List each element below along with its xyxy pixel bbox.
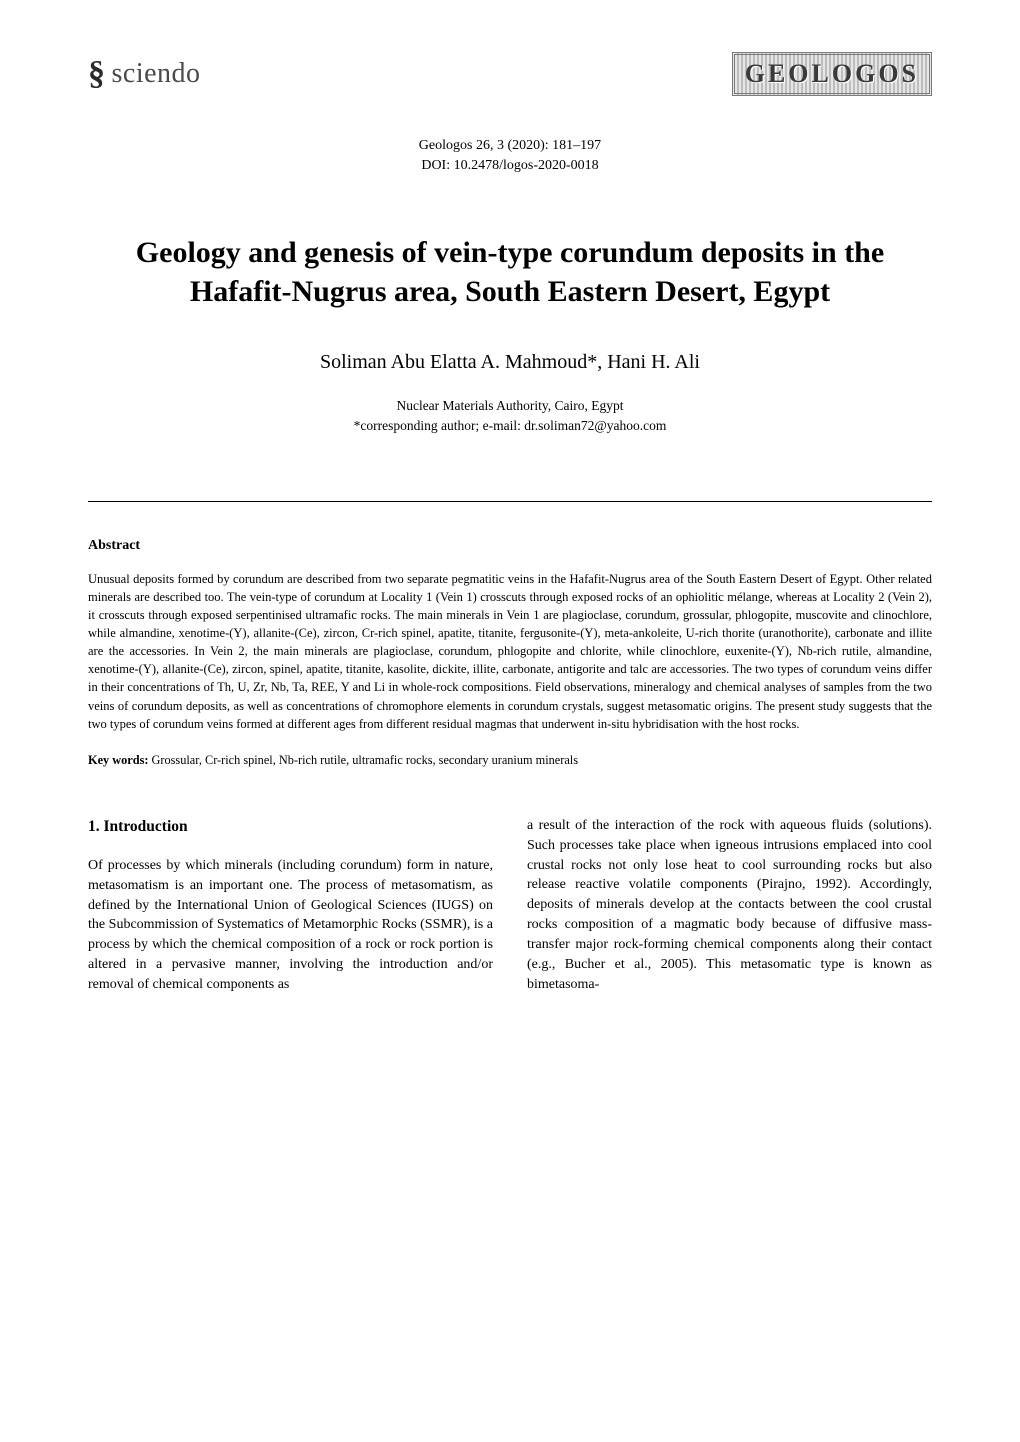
section-separator <box>88 501 932 502</box>
authors: Soliman Abu Elatta A. Mahmoud*, Hani H. … <box>88 351 932 374</box>
abstract-text: Unusual deposits formed by corundum are … <box>88 570 932 733</box>
intro-heading: 1. Introduction <box>88 816 493 838</box>
sciendo-s-icon: § <box>88 55 106 93</box>
affiliation: Nuclear Materials Authority, Cairo, Egyp… <box>88 396 932 437</box>
journal-citation: Geologos 26, 3 (2020): 181–197 <box>88 136 932 156</box>
keywords: Key words: Grossular, Cr-rich spinel, Nb… <box>88 753 932 768</box>
abstract-heading: Abstract <box>88 538 932 554</box>
intro-col-left: 1. Introduction Of processes by which mi… <box>88 816 493 995</box>
journal-doi: DOI: 10.2478/logos-2020-0018 <box>88 156 932 176</box>
sciendo-logo-text: sciendo <box>112 58 201 90</box>
keywords-label: Key words: <box>88 753 148 767</box>
keywords-text: Grossular, Cr-rich spinel, Nb-rich rutil… <box>148 753 578 767</box>
journal-meta: Geologos 26, 3 (2020): 181–197 DOI: 10.2… <box>88 136 932 175</box>
intro-text-right: a result of the interaction of the rock … <box>527 816 932 995</box>
intro-text-left: Of processes by which minerals (includin… <box>88 856 493 995</box>
header-logos-row: § sciendo GEOLOGOS <box>88 52 932 96</box>
sciendo-logo: § sciendo <box>88 55 201 93</box>
intro-columns: 1. Introduction Of processes by which mi… <box>88 816 932 995</box>
paper-title: Geology and genesis of vein-type corundu… <box>88 233 932 311</box>
intro-col-right: a result of the interaction of the rock … <box>527 816 932 995</box>
affiliation-institution: Nuclear Materials Authority, Cairo, Egyp… <box>88 396 932 416</box>
geologos-logo: GEOLOGOS <box>732 52 932 96</box>
affiliation-corresponding: *corresponding author; e-mail: dr.solima… <box>88 416 932 436</box>
